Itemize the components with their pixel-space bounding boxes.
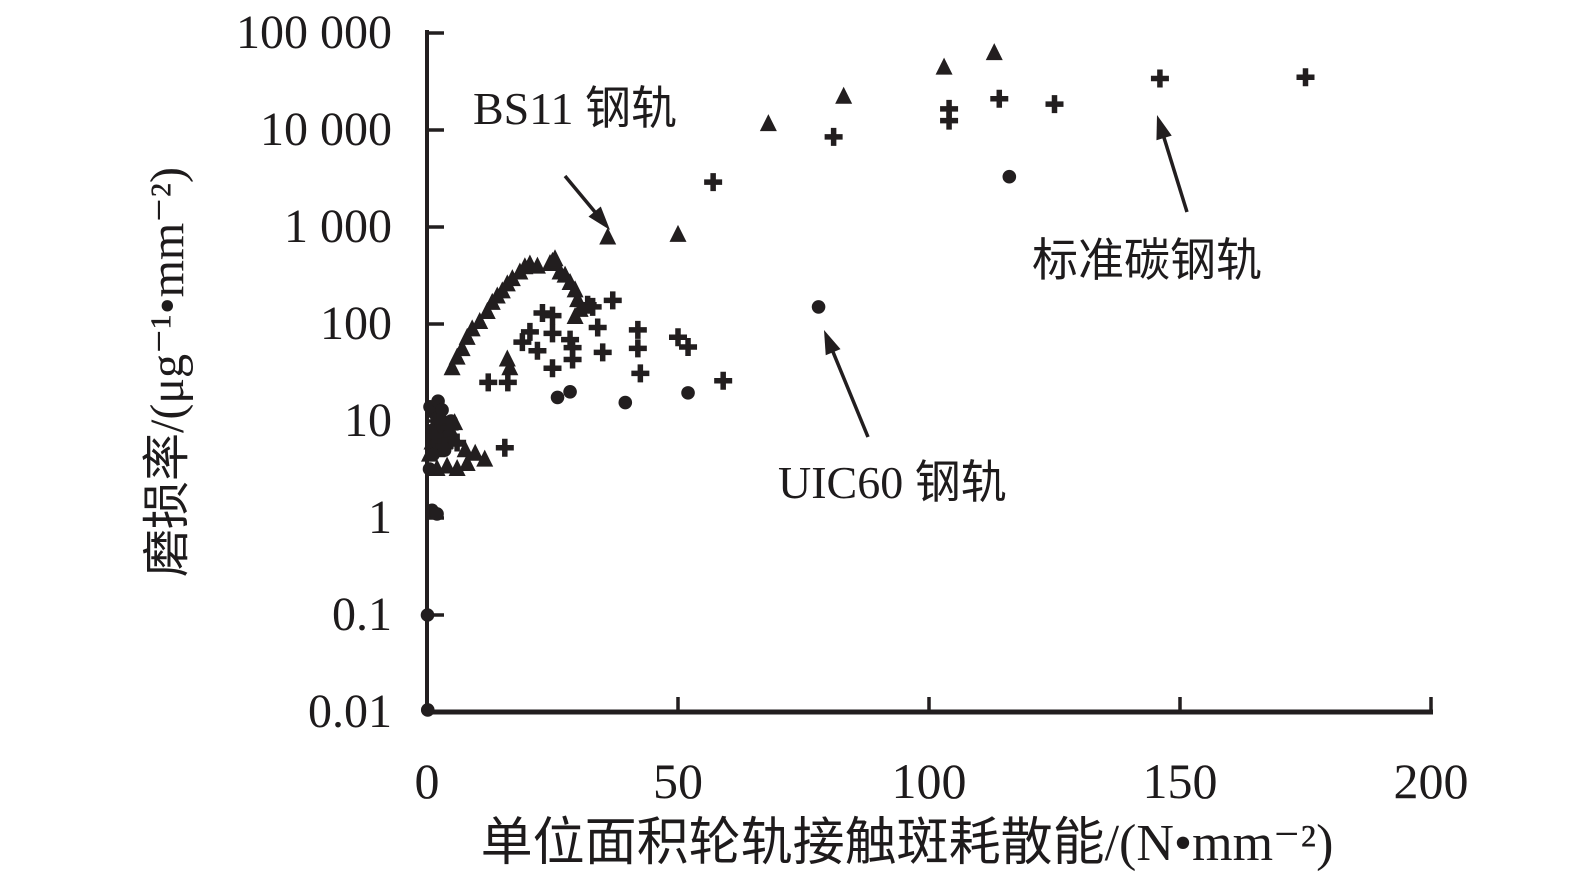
x-axis-title: 单位面积轮轨接触斑耗散能/(N•mm⁻²) xyxy=(480,815,1334,872)
annotation-uic60-rail: UIC60 钢轨 xyxy=(778,457,1007,508)
y-tick-label-100: 100 xyxy=(320,297,392,350)
y-tick-label-0-01: 0.01 xyxy=(308,685,392,738)
y-tick-label-10: 10 xyxy=(344,394,392,447)
y-tick-label-100000: 100 000 xyxy=(236,6,392,59)
y-tick-label-10000: 10 000 xyxy=(260,103,392,156)
x-tick-label-100: 100 xyxy=(891,753,967,809)
x-tick-label-200: 200 xyxy=(1393,753,1469,809)
annotation-bs11-rail: BS11 钢轨 xyxy=(473,83,678,134)
x-tick-label-50: 50 xyxy=(653,753,703,809)
annotation-standard-carbon-rail: 标准碳钢轨 xyxy=(1032,235,1262,286)
y-tick-label-1: 1 xyxy=(368,491,392,544)
y-tick-label-0-1: 0.1 xyxy=(332,588,392,641)
x-tick-label-0: 0 xyxy=(414,753,440,809)
x-tick-label-150: 150 xyxy=(1142,753,1218,809)
y-tick-label-1000: 1 000 xyxy=(284,200,392,253)
y-axis-title: 磨损率/(μg⁻¹•mm⁻²) xyxy=(141,167,194,577)
